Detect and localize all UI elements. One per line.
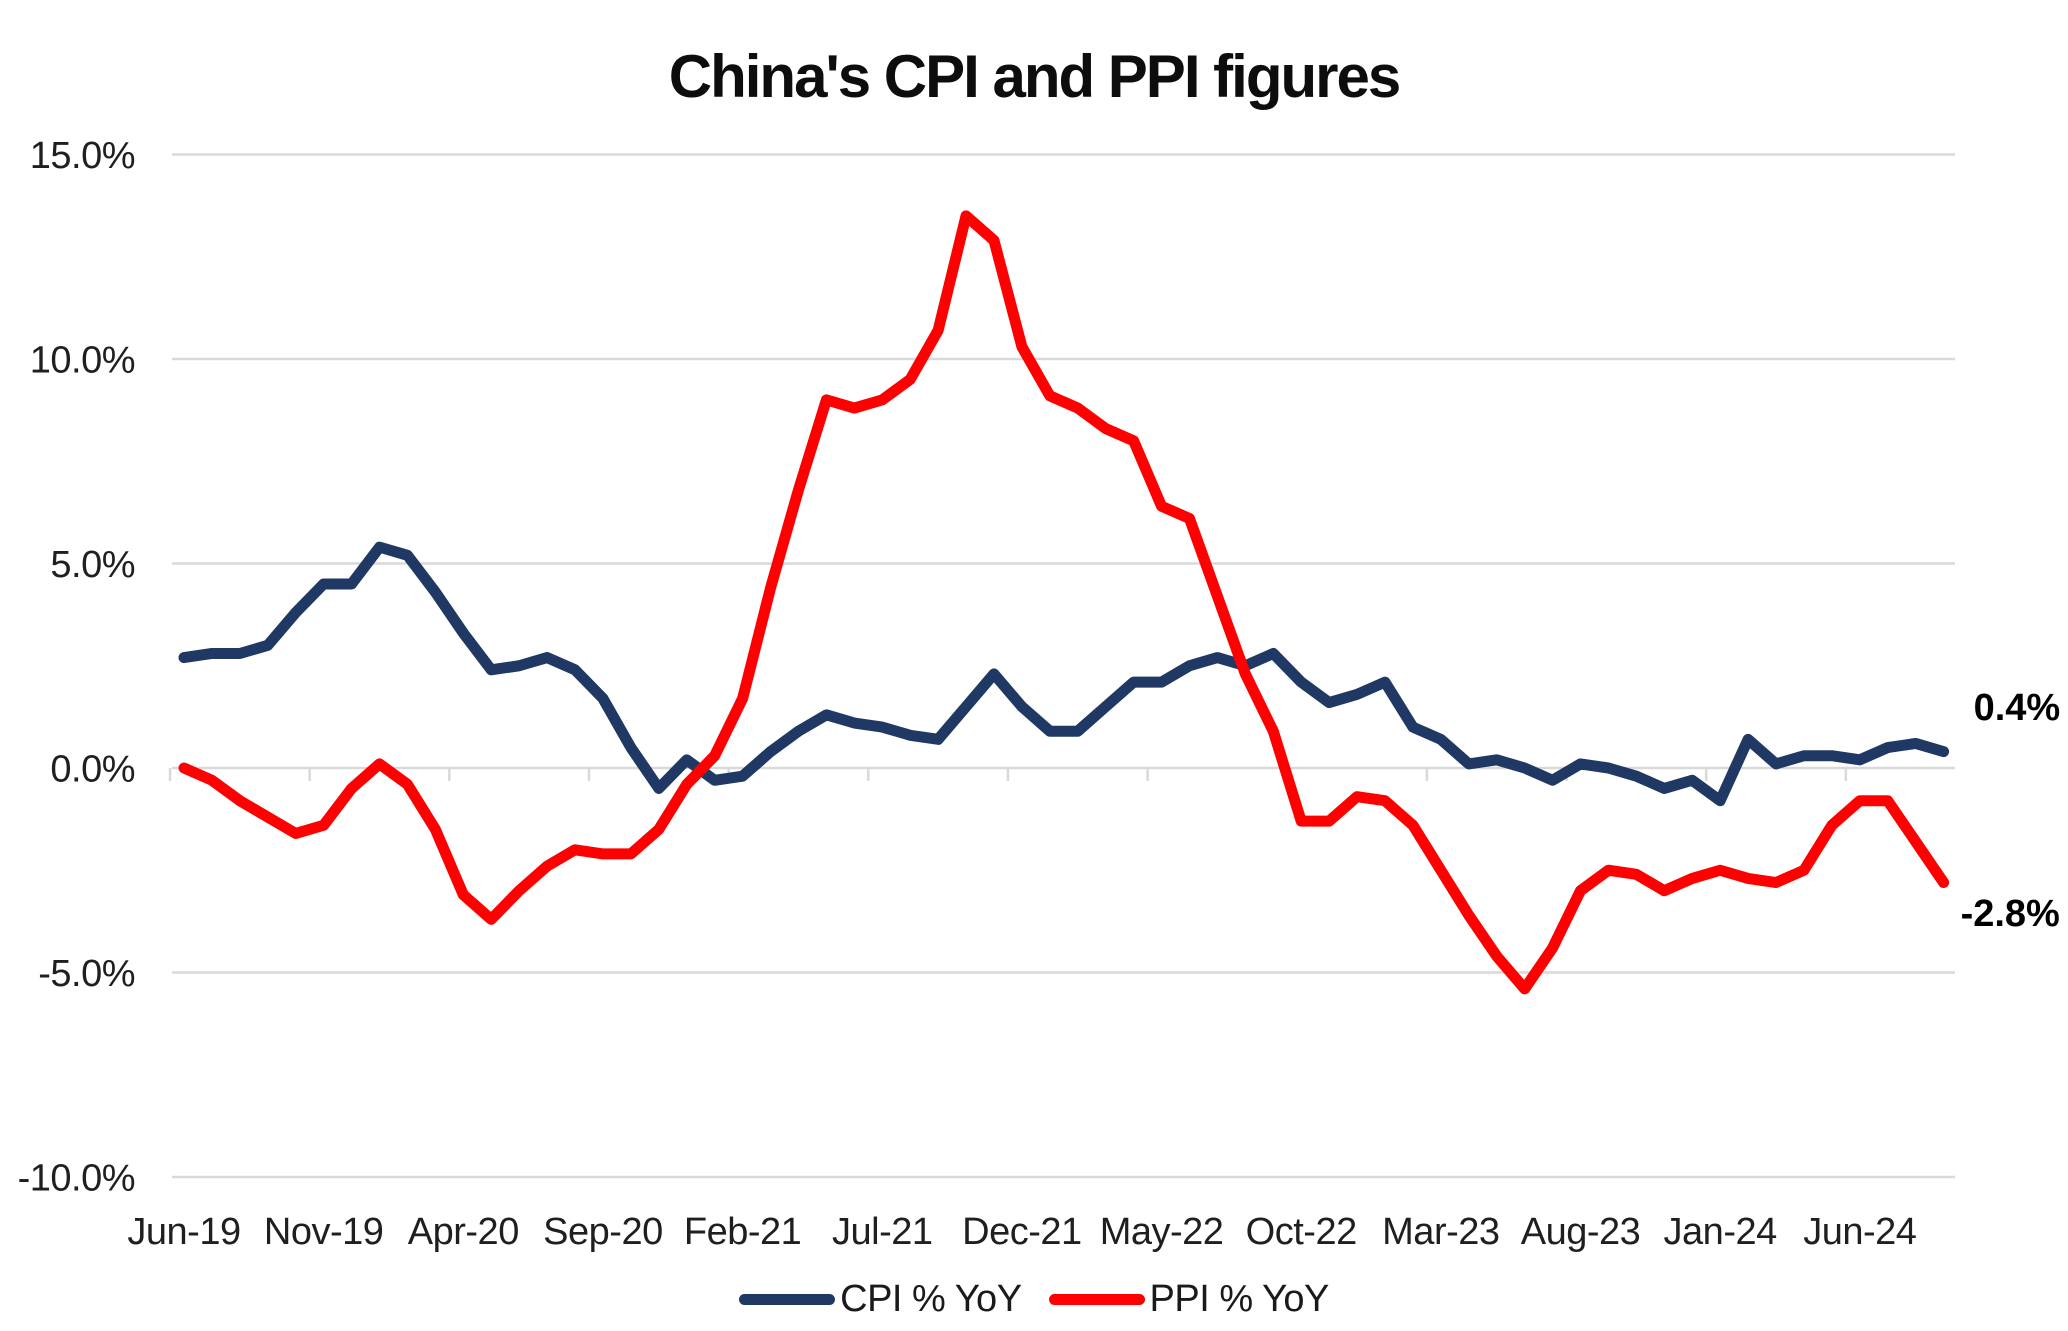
legend-swatch-ppi: [1048, 1294, 1145, 1305]
legend-label-cpi: CPI % YoY: [840, 1278, 1022, 1320]
x-axis-label: Aug-23: [1521, 1211, 1641, 1253]
x-axis-label: Feb-21: [684, 1211, 801, 1253]
x-axis-label: Jan-24: [1664, 1211, 1778, 1253]
x-axis-label: Apr-20: [408, 1211, 519, 1253]
y-axis-label: 0.0%: [50, 749, 135, 791]
cpi-end-label: 0.4%: [1974, 687, 2061, 729]
chart-title: China's CPI and PPI figures: [668, 43, 1401, 110]
x-axis-label: Jun-19: [127, 1211, 240, 1253]
y-axis-label: 15.0%: [30, 135, 135, 177]
y-axis-label: 5.0%: [50, 544, 135, 586]
legend-item-cpi: CPI % YoY: [739, 1278, 1022, 1321]
x-axis-label: Jul-21: [832, 1211, 933, 1253]
x-axis-label: May-22: [1100, 1211, 1224, 1253]
legend: CPI % YoY PPI % YoY: [0, 1278, 2068, 1321]
x-axis-label: Sep-20: [543, 1211, 663, 1253]
x-axis-label: Mar-23: [1382, 1211, 1499, 1253]
y-axis-label: -5.0%: [38, 953, 135, 995]
legend-label-ppi: PPI % YoY: [1149, 1278, 1330, 1320]
y-axis-label: -10.0%: [18, 1158, 135, 1200]
y-axis-label: 10.0%: [30, 340, 135, 382]
x-axis-label: Oct-22: [1246, 1211, 1357, 1253]
ppi-line: [178, 210, 1950, 995]
cpi-line: [178, 541, 1950, 807]
ppi-end-label: -2.8%: [1961, 893, 2060, 935]
x-axis-label: Dec-21: [962, 1211, 1082, 1253]
x-axis-label: Jun-24: [1803, 1211, 1917, 1253]
legend-swatch-cpi: [739, 1294, 836, 1305]
legend-item-ppi: PPI % YoY: [1048, 1278, 1330, 1321]
x-axis-label: Nov-19: [264, 1211, 384, 1253]
